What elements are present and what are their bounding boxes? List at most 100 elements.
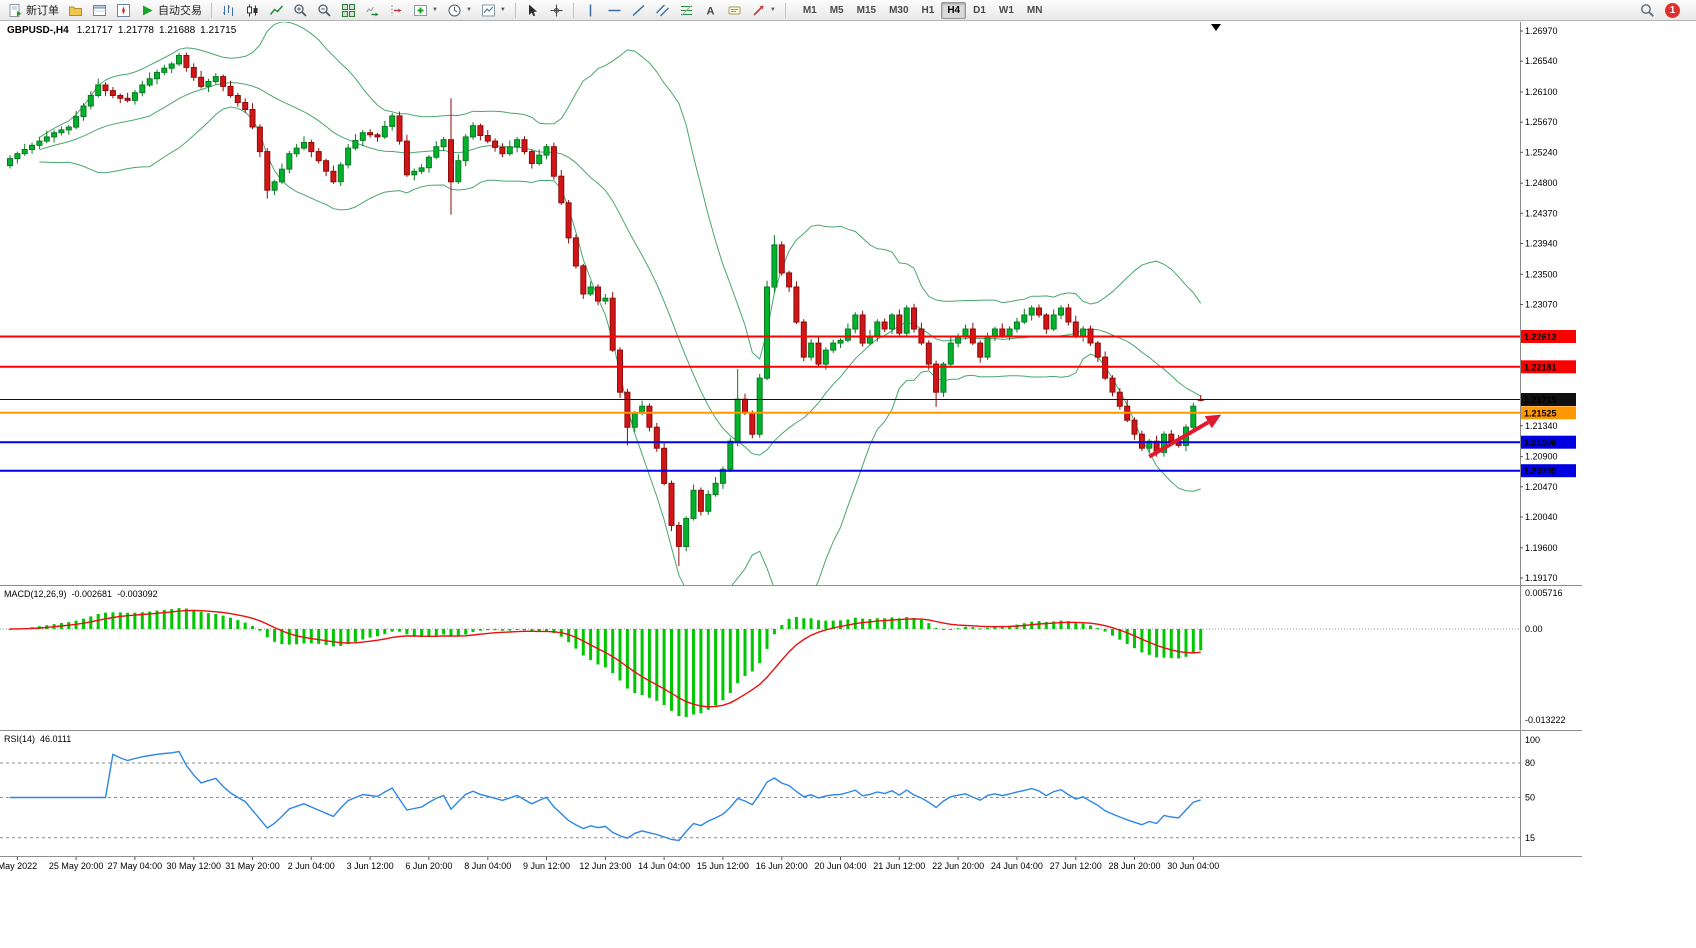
- timeframe-button-m1[interactable]: M1: [802, 4, 817, 16]
- high-value: 1.21778: [117, 25, 154, 36]
- candle: [198, 76, 205, 87]
- timeframe-button-m15[interactable]: M15: [856, 4, 877, 16]
- candle: [381, 125, 388, 138]
- macd-histogram-bar: [133, 612, 137, 629]
- candle: [617, 349, 623, 393]
- rsi-line: [10, 750, 1201, 842]
- crosshair-button[interactable]: [545, 1, 568, 20]
- macd-histogram-bar: [177, 608, 181, 629]
- candle: [521, 139, 528, 153]
- trendline-tool-button[interactable]: [627, 1, 650, 20]
- chart-shift-icon: [391, 4, 402, 16]
- chart-shift-button[interactable]: [385, 1, 408, 20]
- candle: [286, 153, 293, 170]
- candle: [264, 151, 271, 191]
- candle: [734, 398, 741, 442]
- price-badge: [1521, 360, 1576, 374]
- candle: [301, 142, 307, 149]
- bar-chart-icon: [223, 4, 233, 16]
- timeframe-button-h1[interactable]: H1: [921, 4, 935, 16]
- timeframe-button-h4[interactable]: H4: [941, 1, 967, 19]
- autotrading-button[interactable]: 自动交易: [136, 1, 206, 20]
- macd-histogram-bar: [633, 629, 637, 693]
- arrows-tool-button[interactable]: ▼: [747, 1, 780, 20]
- macd-axis-zero: 0.00: [1525, 624, 1543, 634]
- text-tool-button[interactable]: A: [699, 1, 722, 20]
- price-badge: [1521, 406, 1576, 420]
- macd-histogram-bar: [692, 629, 695, 715]
- price-badge: [1521, 330, 1576, 343]
- auto-scroll-button[interactable]: [361, 1, 384, 20]
- zoom-out-button[interactable]: [313, 1, 336, 20]
- price-badge-label: 1.21525: [1524, 408, 1557, 418]
- candle: [176, 55, 182, 65]
- bar-chart-button[interactable]: [217, 1, 240, 20]
- macd-histogram-bar: [905, 617, 909, 629]
- text-label-tool-button[interactable]: [723, 1, 746, 20]
- timeframe-button-m30[interactable]: M30: [889, 4, 909, 16]
- navigator-button[interactable]: [112, 1, 135, 20]
- macd-histogram-bar: [817, 620, 820, 629]
- price-badge-label: 1.21715: [1524, 395, 1557, 405]
- toolbar-right-group: 1: [1640, 2, 1692, 18]
- trend-arrow-annotation[interactable]: [1148, 420, 1210, 459]
- chart-profile-button[interactable]: [64, 1, 87, 20]
- notification-badge[interactable]: 1: [1665, 2, 1680, 18]
- tile-windows-button[interactable]: [337, 1, 360, 20]
- vertical-line-tool-button[interactable]: [579, 1, 602, 20]
- price-tick-label: 1.23070: [1525, 300, 1558, 310]
- search-icon[interactable]: [1640, 3, 1655, 18]
- price-badge: [1521, 435, 1576, 449]
- templates-button[interactable]: ▼: [477, 1, 510, 20]
- data-window-button[interactable]: [88, 1, 111, 20]
- macd-histogram-bar: [346, 629, 350, 645]
- time-axis-label: 14 Jun 04:00: [638, 861, 690, 871]
- periods-button[interactable]: ▼: [443, 1, 476, 20]
- macd-histogram-bar: [1074, 622, 1078, 629]
- timeframe-toolbar: M1 M5 M15 M30 H1 H4 D1 W1 MN: [797, 1, 1049, 19]
- line-chart-button[interactable]: [265, 1, 288, 20]
- macd-histogram-bar: [1015, 624, 1019, 629]
- fibonacci-tool-button[interactable]: [675, 1, 698, 20]
- timeframe-button-m5[interactable]: M5: [829, 4, 844, 16]
- time-axis-label: 27 May 04:00: [108, 861, 163, 871]
- macd-histogram-bar: [919, 619, 923, 629]
- candlestick-chart-button[interactable]: [241, 1, 264, 20]
- channel-tool-button[interactable]: [651, 1, 674, 20]
- candle: [940, 363, 947, 393]
- new-order-button[interactable]: 新订单: [4, 1, 63, 20]
- macd-histogram-bar: [1059, 620, 1063, 629]
- macd-histogram-bar: [118, 612, 122, 629]
- macd-histogram-bar: [1044, 621, 1048, 629]
- chart-shift-marker[interactable]: [1211, 24, 1221, 31]
- price-badge: [1521, 393, 1576, 406]
- macd-signal-value: -0.003092: [117, 589, 158, 599]
- macd-histogram-bar: [258, 629, 262, 631]
- time-axis-label: May 2022: [0, 861, 37, 871]
- candle: [492, 140, 499, 148]
- zoom-in-button[interactable]: [289, 1, 312, 20]
- trend-arrow-head[interactable]: [1204, 414, 1222, 429]
- candle: [1043, 314, 1050, 330]
- horizontal-line-tool-button[interactable]: [603, 1, 626, 20]
- indicators-button[interactable]: ▼: [409, 1, 442, 20]
- timeframe-button-d1[interactable]: D1: [973, 4, 986, 16]
- main-chart-area: [7, 22, 1204, 585]
- time-axis-label: 21 Jun 12:00: [873, 861, 925, 871]
- candle: [705, 494, 712, 512]
- candle: [433, 146, 440, 158]
- cursor-button[interactable]: [521, 1, 544, 20]
- rsi-axis-label: 100: [1525, 735, 1540, 745]
- candle: [124, 97, 131, 101]
- macd-histogram-bar: [699, 629, 703, 714]
- candle: [984, 335, 991, 358]
- time-axis-label: 22 Jun 20:00: [932, 861, 984, 871]
- macd-histogram-bar: [236, 620, 240, 629]
- timeframe-button-w1[interactable]: W1: [998, 4, 1014, 16]
- timeframe-button-mn[interactable]: MN: [1026, 4, 1043, 16]
- macd-histogram-bar: [1118, 629, 1122, 640]
- macd-histogram-bar: [956, 628, 960, 630]
- macd-histogram-bar: [1155, 629, 1159, 658]
- candle: [87, 95, 94, 107]
